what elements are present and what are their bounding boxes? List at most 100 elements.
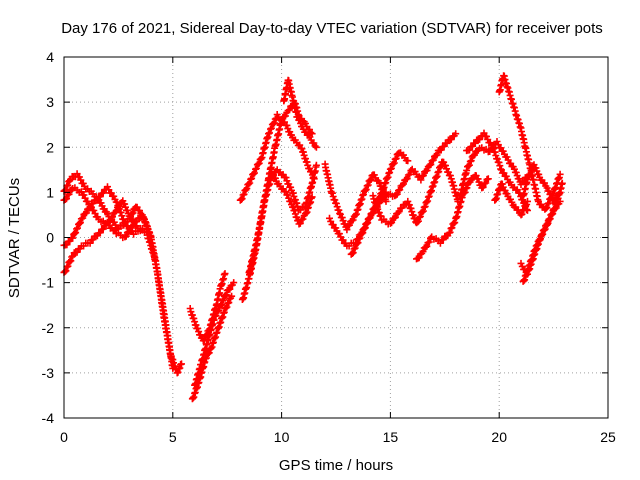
data-point — [304, 204, 312, 211]
data-point — [558, 179, 566, 187]
data-point — [290, 192, 298, 200]
data-point — [390, 159, 398, 167]
data-point — [220, 296, 227, 304]
data-point — [110, 192, 118, 200]
data-point — [69, 252, 77, 260]
data-point — [63, 241, 71, 249]
data-point — [518, 210, 526, 218]
data-point — [205, 349, 213, 357]
data-point — [86, 239, 94, 247]
data-marks — [60, 72, 566, 403]
data-point — [430, 179, 438, 187]
data-point — [543, 204, 551, 212]
x-tick-label: 5 — [169, 429, 177, 445]
data-point — [546, 215, 554, 223]
data-point — [443, 139, 451, 147]
y-tick-label: 4 — [46, 49, 54, 65]
series-arc-15 — [347, 130, 460, 258]
series-arc-14 — [326, 149, 412, 250]
series-arc-20 — [491, 180, 531, 219]
data-point — [223, 303, 231, 311]
data-point — [293, 199, 301, 207]
chart-title: Day 176 of 2021, Sidereal Day-to-day VTE… — [61, 20, 603, 37]
y-axis-label: SDTVAR / TECUs — [6, 178, 23, 298]
data-point — [417, 176, 425, 184]
y-tick-label: 0 — [46, 230, 54, 246]
data-point — [267, 176, 275, 184]
data-point — [448, 224, 456, 232]
x-tick-label: 15 — [383, 429, 399, 445]
series-arc-16 — [369, 158, 462, 228]
data-point — [285, 106, 293, 114]
data-point — [396, 186, 404, 194]
data-point — [471, 139, 479, 147]
data-point — [356, 234, 364, 242]
data-point — [86, 203, 94, 211]
data-point — [393, 190, 401, 198]
data-point — [436, 239, 444, 247]
data-point — [109, 213, 116, 221]
series-arc-8 — [236, 111, 318, 204]
data-point — [311, 142, 319, 150]
data-point — [210, 316, 218, 324]
y-tick-label: -4 — [42, 410, 55, 426]
data-point — [335, 230, 343, 238]
data-point — [296, 219, 304, 227]
data-point — [408, 208, 416, 216]
data-point — [354, 239, 362, 247]
data-point — [474, 175, 482, 183]
data-point — [356, 200, 364, 208]
data-point — [284, 191, 292, 199]
data-point — [433, 151, 441, 159]
data-point — [493, 138, 501, 145]
data-point — [266, 129, 273, 137]
tick-labels: 0 5 10 15 20 25 -4 -3 -2 -1 0 1 2 3 4 — [42, 49, 616, 445]
series-arc-17 — [413, 172, 492, 263]
data-point — [524, 197, 531, 205]
data-point — [414, 217, 422, 225]
data-point — [61, 268, 69, 276]
data-point — [452, 130, 460, 138]
data-point — [147, 234, 155, 241]
data-point — [68, 253, 76, 261]
data-point — [80, 191, 88, 199]
data-point — [442, 162, 449, 170]
data-point — [536, 236, 544, 244]
data-point — [371, 198, 379, 206]
data-point — [406, 170, 414, 178]
data-point — [373, 202, 381, 210]
data-point — [416, 213, 424, 220]
data-point — [226, 285, 234, 293]
data-point — [312, 161, 320, 169]
series-arc-4 — [60, 211, 155, 276]
data-point — [387, 164, 395, 172]
data-point — [428, 183, 436, 191]
data-point — [463, 166, 471, 174]
data-point — [69, 234, 77, 242]
data-point — [446, 172, 454, 180]
data-point — [349, 216, 357, 224]
data-point — [64, 262, 72, 270]
data-point — [463, 184, 471, 192]
data-point — [126, 227, 134, 235]
data-point — [484, 175, 492, 183]
data-point — [64, 181, 72, 189]
data-point — [212, 312, 220, 319]
data-point — [111, 226, 119, 234]
data-point — [287, 197, 295, 205]
data-point — [415, 254, 423, 262]
data-point — [299, 215, 307, 223]
data-point — [89, 236, 97, 244]
data-point — [419, 248, 427, 256]
data-point — [218, 301, 226, 308]
data-point — [128, 223, 136, 230]
data-point — [391, 213, 399, 221]
data-point — [278, 117, 286, 125]
data-point — [446, 228, 454, 236]
data-point — [432, 173, 440, 181]
data-point — [245, 180, 253, 188]
data-point — [267, 124, 275, 132]
data-point — [467, 157, 475, 165]
y-tick-label: 2 — [46, 139, 54, 155]
data-point — [538, 232, 546, 239]
